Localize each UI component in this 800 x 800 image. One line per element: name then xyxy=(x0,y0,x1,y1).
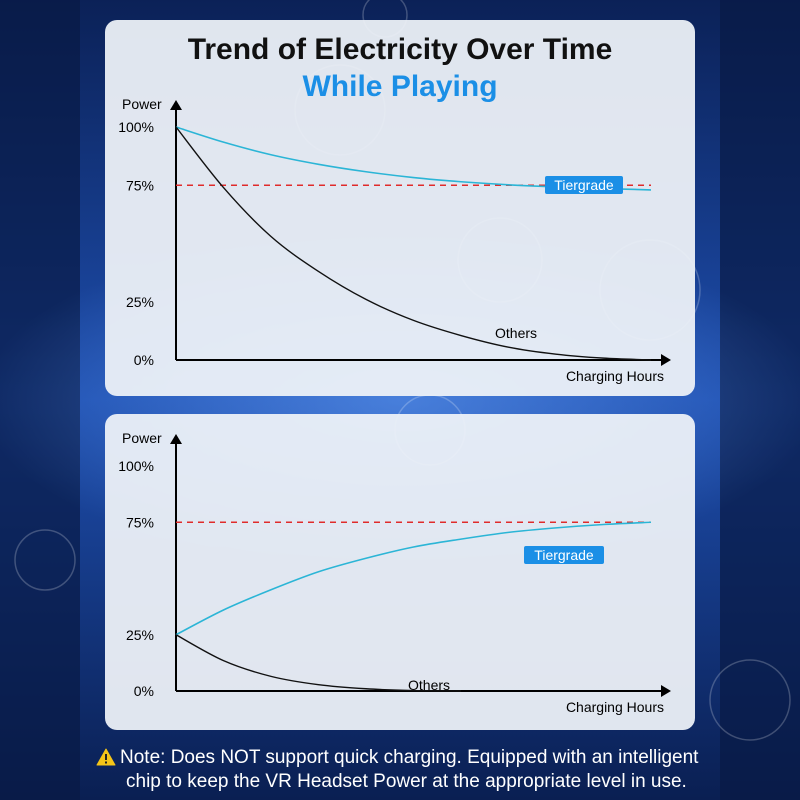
chart-bottom-series-tiergrade-line xyxy=(175,521,652,636)
chart-bottom-y-tick-label: 100% xyxy=(118,458,154,474)
chart-top-y-axis-arrow xyxy=(170,100,182,110)
chart-top-y-tick-label: 25% xyxy=(126,294,154,310)
chart-bottom-y-tick-label: 75% xyxy=(126,514,154,530)
chart-panel-bottom: Power Charging Hours 100% 75% 25% 0% Tiergrade… xyxy=(105,414,695,730)
chart-top-series-others-line xyxy=(175,126,652,361)
page-title: Trend of Electricity Over Time xyxy=(187,33,613,66)
chart-top-y-tick-label: 100% xyxy=(118,119,154,135)
chart-bottom-y-tick-label: 25% xyxy=(126,627,154,643)
chart-top-y-tick-label: 0% xyxy=(134,352,154,368)
chart-bottom-tiergrade-label: Tiergrade xyxy=(534,547,594,563)
chart-top-x-axis-arrow xyxy=(661,354,671,366)
chart-top-others-label: Others xyxy=(495,325,537,341)
chart-standby: Power Charging Hours 100% 75% 25% 0% Tiergrade… xyxy=(118,430,671,715)
chart-bottom-tiergrade-badge xyxy=(524,546,604,564)
chart-bottom-x-axis-arrow xyxy=(661,685,671,697)
chart-bottom-y-tick-label: 0% xyxy=(134,683,154,699)
note-banner: Note: Does NOT support quick charging. E… xyxy=(0,740,800,800)
chart-panel-top: Trend of Electricity Over Time While Pla… xyxy=(105,20,695,396)
chart-top-tiergrade-badge xyxy=(545,176,623,194)
page-subtitle: While Playing xyxy=(302,70,498,103)
chart-top-tiergrade-label: Tiergrade xyxy=(554,177,614,193)
chart-bottom-others-label: Others xyxy=(408,677,450,693)
chart-top-x-axis-label: Charging Hours xyxy=(566,368,664,384)
chart-while-playing: Power Charging Hours 100% 75% 25% 0% Tiergrade… xyxy=(118,96,671,384)
note-line-2: chip to keep the VR Headset Power at the… xyxy=(126,771,687,792)
chart-bottom-series-others-line xyxy=(175,634,462,692)
warning-icon xyxy=(96,748,116,766)
chart-top-y-tick-label: 75% xyxy=(126,177,154,193)
note-line-1: Note: Does NOT support quick charging. E… xyxy=(120,747,699,768)
chart-bottom-y-axis-label: Power xyxy=(122,430,162,446)
chart-top-y-axis-label: Power xyxy=(122,96,162,112)
chart-bottom-y-axis-arrow xyxy=(170,434,182,444)
chart-bottom-x-axis-label: Charging Hours xyxy=(566,699,664,715)
